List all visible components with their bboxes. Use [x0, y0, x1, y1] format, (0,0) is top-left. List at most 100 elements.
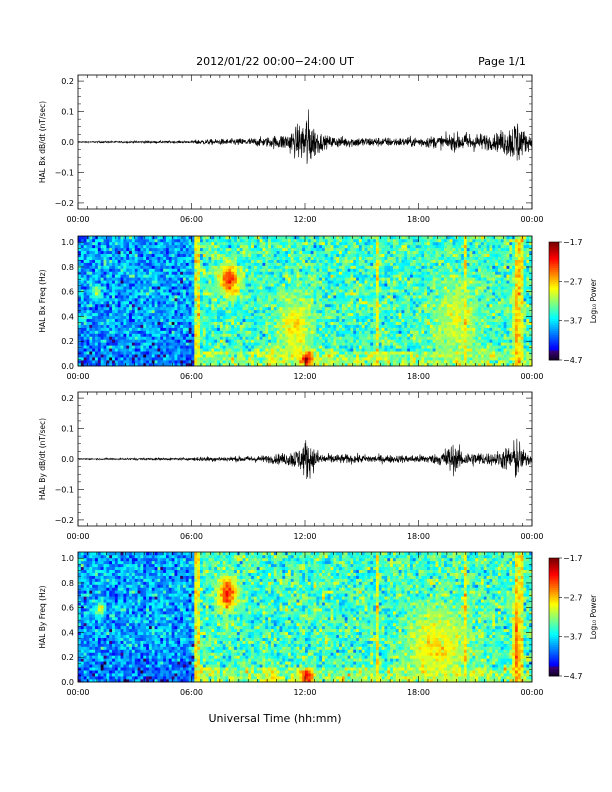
spectrogram-cell [251, 363, 255, 367]
spectrogram-cell [273, 348, 277, 352]
spectrogram-cell [174, 262, 178, 266]
spectrogram-cell [109, 286, 113, 290]
spectrogram-cell [160, 342, 164, 346]
spectrogram-cell [290, 301, 294, 305]
spectrogram-cell [361, 236, 365, 240]
spectrogram-cell [177, 342, 181, 346]
spectrogram-cell [290, 324, 294, 328]
spectrogram-cell [163, 312, 167, 317]
spectrogram-cell [165, 236, 170, 240]
spectrogram-cell [129, 280, 133, 284]
spectrogram-cell [375, 339, 380, 343]
spectrogram-cell [293, 301, 297, 305]
spectrogram-cell [160, 360, 164, 364]
spectrogram-cell [313, 309, 317, 314]
spectrogram-cell [117, 250, 121, 255]
spectrogram-cell [367, 280, 371, 284]
spectrogram-cell [146, 274, 150, 278]
spectrogram-cell [131, 336, 136, 340]
spectrogram-cell [361, 312, 365, 317]
spectrogram-cell [228, 336, 232, 340]
spectrogram-cell [378, 330, 382, 334]
spectrogram-cell [95, 345, 99, 349]
spectrogram-cell [251, 256, 255, 260]
spectrogram-cell [293, 318, 297, 322]
spectrogram-cell [322, 238, 326, 243]
spectrogram-cell [296, 238, 300, 243]
spectrogram-cell [174, 259, 178, 263]
spectrogram-cell [239, 256, 243, 260]
spectrogram-cell [375, 327, 380, 331]
spectrogram-cell [225, 250, 229, 255]
spectrogram-cell [194, 236, 198, 240]
spectrogram-cell [219, 274, 224, 278]
spectrogram-cell [174, 253, 178, 257]
spectrogram-cell [222, 295, 226, 299]
spectrogram-cell [231, 339, 235, 343]
spectrogram-cell [171, 363, 175, 367]
spectrogram-cell [171, 321, 175, 325]
spectrogram-cell [89, 253, 93, 257]
spectrogram-cell [245, 292, 249, 296]
spectrogram-cell [202, 321, 206, 325]
spectrogram-cell [307, 295, 311, 299]
spectrogram-cell [256, 280, 260, 284]
spectrogram-cell [265, 312, 269, 317]
spectrogram-cell [270, 280, 275, 284]
spectrogram-cell [307, 363, 311, 367]
spectrogram-cell [157, 241, 161, 246]
spectrogram-cell [134, 312, 138, 317]
spectrogram-cell [305, 339, 309, 343]
spectrogram-cell [123, 253, 127, 257]
spectrogram-cell [259, 315, 263, 320]
spectrogram-cell [367, 309, 371, 314]
spectrogram-cell [333, 298, 337, 302]
spectrogram-cell [319, 315, 323, 320]
spectrogram-cell [219, 357, 224, 361]
spectrogram-cell [248, 292, 252, 296]
spectrogram-cell [273, 238, 277, 243]
spectrogram-cell [339, 277, 343, 281]
spectrogram-cell [265, 351, 269, 355]
spectrogram-cell [378, 244, 382, 249]
spectrogram-cell [270, 283, 275, 287]
spectrogram-cell [381, 253, 385, 257]
spectrogram-cell [293, 321, 297, 325]
spectrogram-cell [347, 250, 351, 255]
spectrogram-cell [287, 318, 292, 322]
spectrogram-cell [358, 289, 363, 293]
spectrogram-cell [265, 306, 269, 311]
spectrogram-cell [253, 303, 258, 308]
spectrogram-cell [202, 238, 206, 243]
spectrogram-cell [168, 236, 172, 240]
spectrogram-cell [333, 286, 337, 290]
spectrogram-cell [106, 262, 110, 266]
spectrogram-cell [251, 354, 255, 358]
spectrogram-cell [177, 318, 181, 322]
spectrogram-cell [92, 283, 96, 287]
spectrogram-cell [208, 309, 212, 314]
spectrogram-cell [222, 298, 226, 302]
spectrogram-cell [287, 256, 292, 260]
spectrogram-cell [268, 333, 272, 337]
spectrogram-cell [219, 289, 224, 293]
spectrogram-cell [287, 342, 292, 346]
spectrogram-cell [302, 318, 306, 322]
spectrogram-cell [324, 354, 328, 358]
spectrogram-cell [282, 283, 286, 287]
spectrogram-cell [307, 309, 311, 314]
spectrogram-cell [163, 244, 167, 249]
spectrogram-cell [378, 259, 382, 263]
spectrogram-cell [265, 286, 269, 290]
spectrogram-cell [299, 277, 303, 281]
spectrogram-cell [168, 295, 172, 299]
spectrogram-cell [364, 280, 368, 284]
spectrogram-cell [160, 363, 164, 367]
spectrogram-cell [353, 360, 357, 364]
spectrogram-cell [248, 303, 252, 308]
spectrogram-cell [89, 265, 93, 269]
spectrogram-cell [117, 256, 121, 260]
spectrogram-cell [78, 321, 82, 325]
spectrogram-cell [109, 333, 113, 337]
spectrogram-cell [228, 271, 232, 275]
